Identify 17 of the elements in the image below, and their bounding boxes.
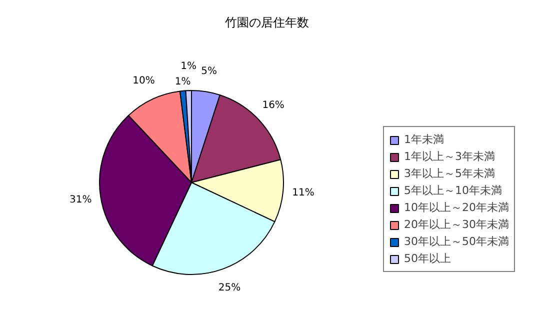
data-label: 1% [180,61,197,72]
legend-label: 30年以上～50年未満 [404,234,509,249]
data-label: 11% [292,188,314,199]
legend-label: 20年以上～30年未満 [404,217,509,232]
data-label: 31% [70,194,92,206]
data-label: 5% [201,66,217,78]
legend-label: 10年以上～20年未満 [404,200,509,215]
legend-label: 1年以上～3年未満 [404,149,495,164]
legend-label: 3年以上～5年未満 [404,166,495,181]
data-label: 25% [218,282,241,294]
data-label: 10% [132,75,155,86]
legend-label: 5年以上～10年未満 [404,183,502,198]
legend-label: 50年以上 [404,251,451,266]
legend-label: 1年未満 [404,132,444,147]
data-label: 1% [174,76,191,88]
data-label: 16% [262,100,284,112]
chart-title: 竹園の居住年数 [225,16,309,30]
